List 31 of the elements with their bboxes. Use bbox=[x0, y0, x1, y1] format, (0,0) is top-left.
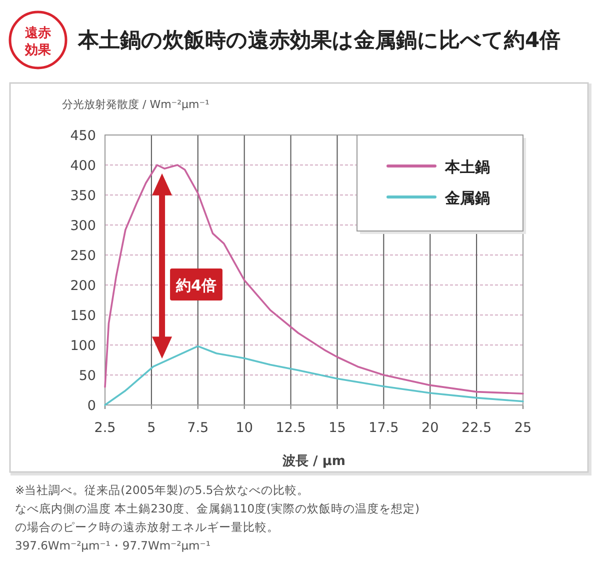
text: の場合のピーク時の遠赤放射エネルギー量比較。 bbox=[15, 520, 279, 534]
x-tick-label: 17.5 bbox=[368, 420, 399, 436]
x-tick-label: 7.5 bbox=[187, 420, 209, 436]
x-tick-label: 20 bbox=[422, 420, 439, 436]
x-tick-label: 15 bbox=[328, 420, 346, 436]
x-tick-label: 12.5 bbox=[276, 420, 306, 436]
x-tick-label: 5 bbox=[147, 420, 156, 436]
y-tick-label: 450 bbox=[70, 128, 96, 144]
y-tick-label: 350 bbox=[70, 188, 96, 204]
x-axis-title: 波長 / μm bbox=[282, 454, 346, 469]
y-tick-label: 100 bbox=[70, 338, 96, 354]
text: ※当社調べ。従来品(2005年製)の5.5合炊なべの比較。 bbox=[15, 483, 310, 497]
y-tick-label: 250 bbox=[70, 248, 96, 264]
chart-title: 本土鍋の炊飯時の遠赤効果は金属鍋に比べて約4倍 bbox=[77, 28, 561, 52]
x-tick-label: 25 bbox=[514, 420, 532, 436]
y-tick-label: 200 bbox=[70, 278, 96, 294]
text: 397.6Wm⁻²μm⁻¹・97.7Wm⁻²μm⁻¹ bbox=[15, 538, 210, 552]
text: なべ底内側の温度 本土鍋230度、金属鍋110度(実際の炊飯時の温度を想定) bbox=[15, 502, 420, 516]
badge: 遠赤効果 bbox=[8, 10, 68, 70]
x-tick-label: 22.5 bbox=[462, 420, 492, 436]
legend-label: 金属鍋 bbox=[444, 189, 490, 207]
x-tick-label: 2.5 bbox=[94, 420, 116, 436]
y-tick-label: 50 bbox=[78, 368, 96, 384]
y-axis-title: 分光放射発散度 / Wm⁻²μm⁻¹ bbox=[62, 98, 210, 111]
x-tick-label: 10 bbox=[236, 420, 253, 436]
annotation: 約4倍 bbox=[175, 276, 216, 295]
y-tick-label: 150 bbox=[70, 308, 96, 324]
y-tick-label: 0 bbox=[87, 398, 96, 414]
y-tick-label: 400 bbox=[70, 158, 96, 174]
y-tick-label: 300 bbox=[70, 218, 96, 234]
legend-label: 本土鍋 bbox=[444, 158, 490, 176]
